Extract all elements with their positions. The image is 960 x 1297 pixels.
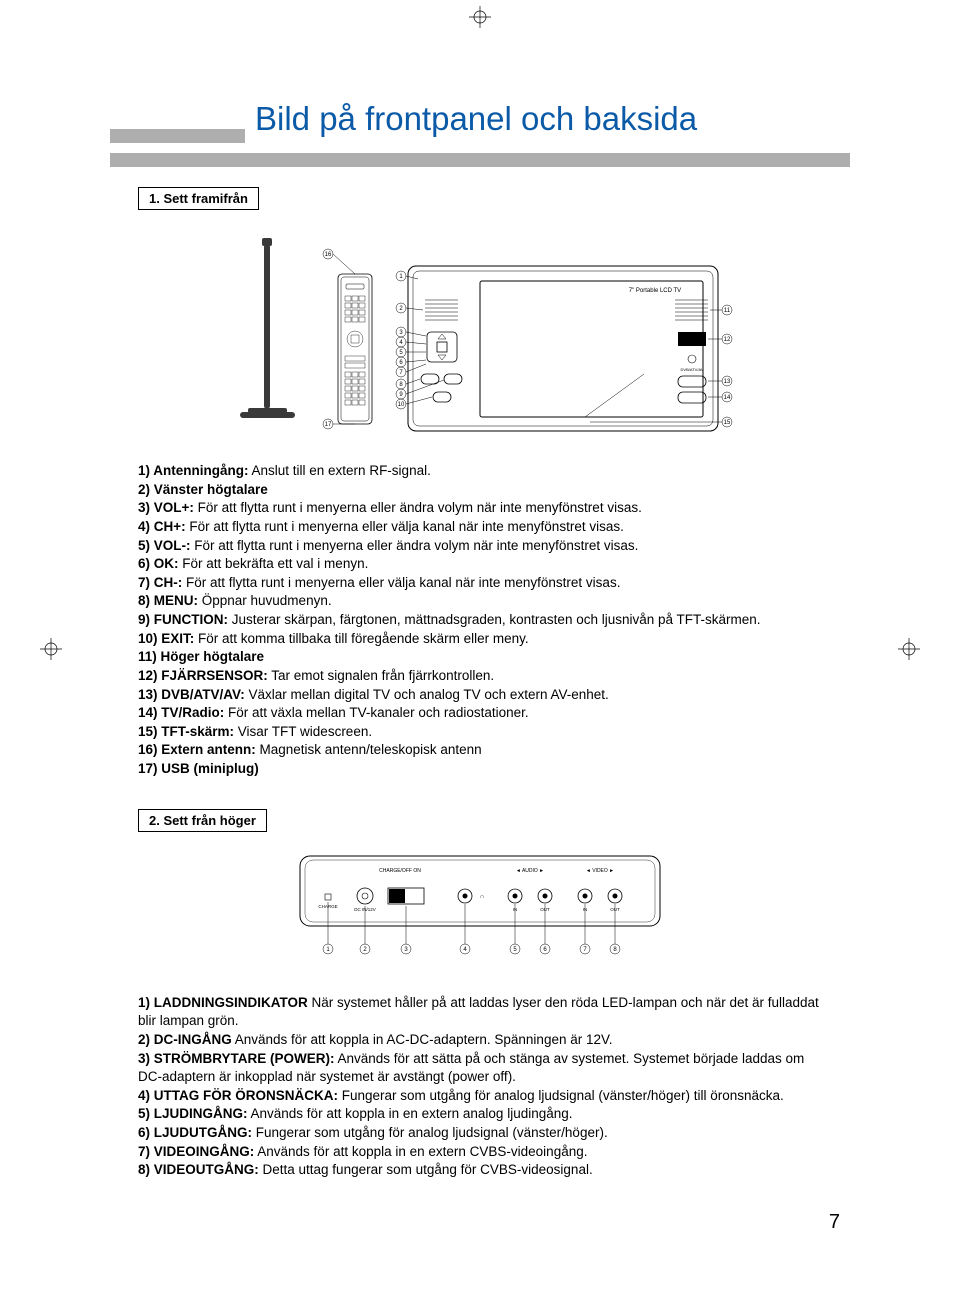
list-item: 4) UTTAG FÖR ÖRONSNÄCKA: Fungerar som ut… (138, 1087, 822, 1106)
svg-text:1: 1 (326, 947, 330, 953)
svg-text:4: 4 (399, 340, 403, 346)
svg-text:7: 7 (583, 947, 587, 953)
svg-text:3: 3 (404, 947, 408, 953)
svg-text:13: 13 (724, 379, 731, 385)
svg-text:DVB/ATV/AV: DVB/ATV/AV (681, 367, 704, 372)
section-2-label: 2. Sett från höger (138, 809, 267, 832)
section-2-list: 1) LADDNINGSINDIKATOR När systemet hålle… (138, 994, 822, 1180)
svg-text:2: 2 (399, 306, 403, 312)
list-item: 15) TFT-skärm: Visar TFT widescreen. (138, 723, 822, 742)
list-item: 3) STRÖMBRYTARE (POWER): Används för att… (138, 1050, 822, 1087)
svg-text:7: 7 (399, 370, 403, 376)
svg-text:14: 14 (724, 395, 731, 401)
list-item: 14) TV/Radio: För att växla mellan TV-ka… (138, 704, 822, 723)
list-item: 11) Höger högtalare (138, 648, 822, 667)
list-item: 6) OK: För att bekräfta ett val i menyn. (138, 555, 822, 574)
svg-text:15: 15 (724, 420, 731, 426)
svg-text:CHARGE/OFF ON: CHARGE/OFF ON (379, 868, 421, 874)
side-view-diagram: CHARGE/OFF ON ◄ AUDIO ► ◄ VIDEO ► CHARGE… (110, 846, 850, 976)
svg-text:◄ AUDIO ►: ◄ AUDIO ► (516, 868, 544, 874)
page-number: 7 (829, 1211, 840, 1234)
list-item: 7) CH-: För att flytta runt i menyerna e… (138, 574, 822, 593)
front-view-diagram: 7" Portable LCD TV DVB/AT (110, 224, 850, 444)
section-1-list: 1) Antenningång: Anslut till en extern R… (138, 462, 822, 779)
list-item: 9) FUNCTION: Justerar skärpan, färgtonen… (138, 611, 822, 630)
svg-text:2: 2 (363, 947, 367, 953)
list-item: 3) VOL+: För att flytta runt i menyerna … (138, 499, 822, 518)
svg-text:10: 10 (398, 402, 405, 408)
list-item: 8) VIDEOUTGÅNG: Detta uttag fungerar som… (138, 1161, 822, 1180)
list-item: 1) Antenningång: Anslut till en extern R… (138, 462, 822, 481)
list-item: 17) USB (miniplug) (138, 760, 822, 779)
svg-text:3: 3 (399, 330, 403, 336)
page-title: Bild på frontpanel och baksida (255, 100, 697, 138)
svg-text:8: 8 (399, 382, 403, 388)
svg-text:11: 11 (724, 308, 731, 314)
svg-text:4: 4 (463, 947, 467, 953)
title-accent-bar (110, 129, 245, 143)
svg-text:9: 9 (399, 392, 403, 398)
list-item: 12) FJÄRRSENSOR: Tar emot signalen från … (138, 667, 822, 686)
list-item: 4) CH+: För att flytta runt i menyerna e… (138, 518, 822, 537)
list-item: 6) LJUDUTGÅNG: Fungerar som utgång för a… (138, 1124, 822, 1143)
svg-text:◄ VIDEO ►: ◄ VIDEO ► (586, 868, 614, 874)
svg-text:5: 5 (399, 350, 403, 356)
list-item: 7) VIDEOINGÅNG: Används för att koppla i… (138, 1143, 822, 1162)
list-item: 10) EXIT: För att komma tillbaka till fö… (138, 630, 822, 649)
svg-text:∩: ∩ (480, 894, 484, 900)
list-item: 1) LADDNINGSINDIKATOR När systemet hålle… (138, 994, 822, 1031)
svg-text:7" Portable LCD TV: 7" Portable LCD TV (629, 288, 681, 294)
list-item: 13) DVB/ATV/AV: Växlar mellan digital TV… (138, 686, 822, 705)
svg-text:5: 5 (513, 947, 517, 953)
svg-text:6: 6 (399, 360, 403, 366)
list-item: 2) DC-INGÅNG Används för att koppla in A… (138, 1031, 822, 1050)
svg-text:6: 6 (543, 947, 547, 953)
list-item: 5) VOL-: För att flytta runt i menyerna … (138, 537, 822, 556)
svg-text:17: 17 (325, 422, 332, 428)
svg-text:16: 16 (325, 252, 332, 258)
title-underline (110, 153, 850, 167)
section-1-label: 1. Sett framifrån (138, 187, 259, 210)
svg-text:12: 12 (724, 337, 731, 343)
svg-text:1: 1 (399, 274, 403, 280)
list-item: 5) LJUDINGÅNG: Används för att koppla in… (138, 1105, 822, 1124)
list-item: 2) Vänster högtalare (138, 481, 822, 500)
svg-text:8: 8 (613, 947, 617, 953)
list-item: 16) Extern antenn: Magnetisk antenn/tele… (138, 741, 822, 760)
list-item: 8) MENU: Öppnar huvudmenyn. (138, 592, 822, 611)
